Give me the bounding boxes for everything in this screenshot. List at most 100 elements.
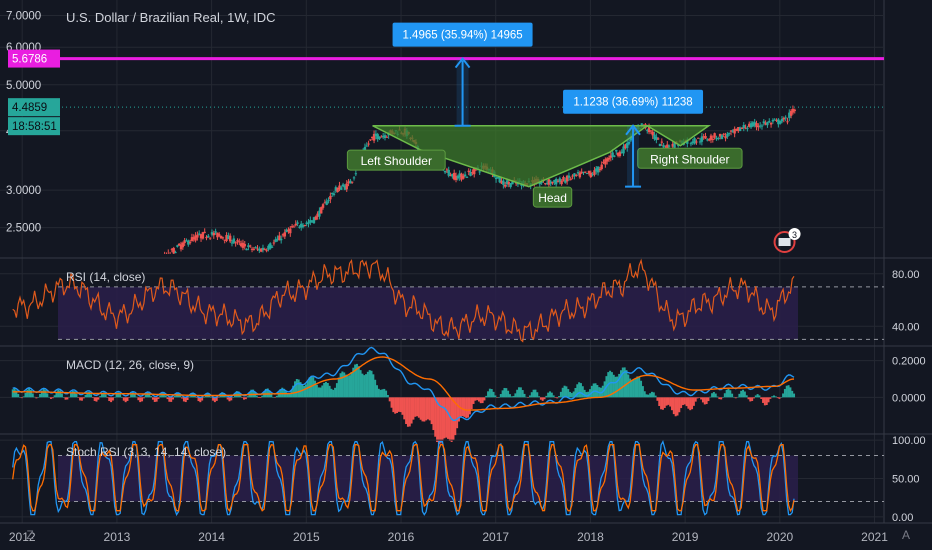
macd-histogram-bar [712,392,715,398]
macd-histogram-bar [26,389,29,398]
candle-body [554,178,558,185]
candle-body [651,131,654,136]
stoch-d-line [12,443,795,513]
macd-histogram-bar [93,397,96,401]
macd-histogram-bar [130,394,133,398]
candle-body [707,139,711,141]
macd-histogram-bar [148,393,151,398]
macd-histogram-bar [499,394,502,398]
y-axis-tick-label: 5.0000 [6,80,41,92]
macd-histogram-bar [643,391,646,398]
candle-body [458,173,461,178]
macd-histogram-bar [210,397,213,398]
candle-body [565,175,569,182]
candle-body [334,187,338,191]
macd-histogram-bar [80,397,83,401]
macd-histogram-bar [361,373,364,398]
macd-histogram-bar [95,397,98,402]
candle-body [208,237,212,239]
macd-histogram-bar [131,392,134,398]
macd-histogram-bar [168,397,171,402]
macd-histogram-bar [467,397,470,418]
macd-histogram-bar [28,388,31,398]
macd-histogram-bar [532,389,535,398]
macd-histogram-bar [660,397,663,410]
candle-body [199,234,203,239]
macd-histogram-bar [762,397,765,403]
candle-body [305,222,308,225]
macd-histogram-bar [303,385,306,398]
candle-body [578,172,582,178]
macd-histogram-bar [656,397,659,401]
candle-body [609,155,613,158]
candle-body [336,187,339,193]
indicator-axis-tick-label: 40.00 [892,321,920,333]
macd-histogram-bar [558,395,561,398]
macd-histogram-bar [787,385,790,398]
macd-histogram-bar [436,397,439,442]
flag-icon[interactable] [773,231,796,253]
candle-body [381,135,385,137]
macd-histogram-bar [86,392,89,398]
macd-histogram-bar [488,388,491,398]
candle-body [230,242,234,244]
macd-histogram-bar [104,394,107,398]
candle-body [704,136,707,139]
macd-histogram-bar [441,397,444,441]
macd-histogram-bar [587,391,590,398]
macd-histogram-bar [663,397,666,408]
macd-histogram-bar [468,397,471,415]
macd-histogram-bar [654,395,657,398]
candle-body [307,222,310,224]
macd-histogram-bar [77,397,80,398]
candle-body [349,180,352,184]
candle-body [205,236,208,239]
macd-histogram-bar [33,396,36,398]
candle-body [549,181,552,184]
candle-body [715,138,718,140]
macd-histogram-bar [723,393,726,398]
macd-histogram-bar [479,397,482,404]
candle-body [544,183,547,185]
measure-tag[interactable] [392,22,533,47]
macd-histogram-bar [324,381,327,398]
candle-body [553,180,556,182]
macd-histogram-bar [230,397,233,401]
candle-body [236,240,239,242]
candle-body [445,169,449,171]
macd-histogram-bar [366,371,369,398]
macd-histogram-bar [44,390,47,398]
macd-histogram-bar [345,374,348,398]
candle-body [376,134,379,140]
macd-histogram-bar [144,394,147,398]
macd-histogram-bar [778,397,781,399]
macd-histogram-bar [348,375,351,398]
macd-histogram-bar [465,397,468,419]
candle-body [372,134,376,141]
candle-body [629,136,633,141]
macd-histogram-bar [142,397,145,399]
pattern-label: Head [538,191,567,205]
macd-histogram-bar [629,378,632,398]
candle-body [196,234,199,238]
macd-histogram-bar [590,385,593,398]
macd-histogram-bar [326,382,329,398]
candle-body [584,171,587,173]
macd-histogram-bar [510,396,513,398]
macd-histogram-bar [649,393,652,398]
macd-histogram-bar [742,389,745,398]
macd-histogram-bar [312,377,315,398]
candle-body [615,149,618,152]
candle-body [469,171,472,176]
macd-histogram-bar [676,397,679,416]
macd-histogram-bar [137,397,140,401]
measure-tag[interactable] [563,89,704,114]
macd-histogram-bar [567,389,570,398]
macd-histogram-bar [650,391,653,398]
candle-body [323,202,327,204]
macd-histogram-bar [512,396,515,398]
price-axis-label-box [8,98,60,117]
x-axis-tick-label: 2013 [104,530,131,544]
x-axis-tick-label: 2017 [482,530,509,544]
